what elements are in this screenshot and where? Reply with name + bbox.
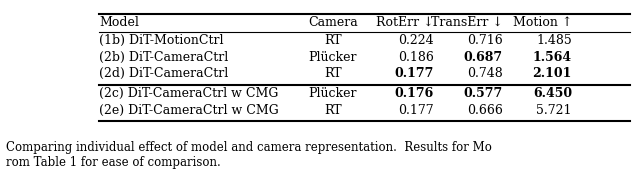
Text: (2b) DiT-CameraCtrl: (2b) DiT-CameraCtrl [99, 51, 228, 64]
Text: RT: RT [324, 104, 342, 117]
Text: Comparing individual effect of model and camera representation.  Results for Mo
: Comparing individual effect of model and… [6, 141, 492, 169]
Text: (1b) DiT-MotionCtrl: (1b) DiT-MotionCtrl [99, 34, 224, 47]
Text: 6.450: 6.450 [533, 87, 572, 100]
Text: 0.666: 0.666 [467, 104, 503, 117]
Text: 0.186: 0.186 [398, 51, 434, 64]
Text: 1.564: 1.564 [533, 51, 572, 64]
Text: 0.177: 0.177 [394, 67, 434, 80]
Text: (2c) DiT-CameraCtrl w CMG: (2c) DiT-CameraCtrl w CMG [99, 87, 278, 100]
Text: 5.721: 5.721 [536, 104, 572, 117]
Text: 0.224: 0.224 [398, 34, 434, 47]
Text: 0.577: 0.577 [463, 87, 503, 100]
Text: RT: RT [324, 34, 342, 47]
Text: Plücker: Plücker [308, 87, 357, 100]
Text: (2d) DiT-CameraCtrl: (2d) DiT-CameraCtrl [99, 67, 228, 80]
Text: 1.485: 1.485 [536, 34, 572, 47]
Text: 0.716: 0.716 [467, 34, 503, 47]
Text: RT: RT [324, 67, 342, 80]
Text: (2e) DiT-CameraCtrl w CMG: (2e) DiT-CameraCtrl w CMG [99, 104, 279, 117]
Text: 0.177: 0.177 [398, 104, 434, 117]
Text: Plücker: Plücker [308, 51, 357, 64]
Text: RotErr ↓: RotErr ↓ [376, 16, 434, 29]
Text: Camera: Camera [308, 16, 358, 29]
Text: 0.176: 0.176 [395, 87, 434, 100]
Text: 2.101: 2.101 [532, 67, 572, 80]
Text: 0.748: 0.748 [467, 67, 503, 80]
Text: 0.687: 0.687 [464, 51, 503, 64]
Text: Motion ↑: Motion ↑ [513, 16, 572, 29]
Text: TransErr ↓: TransErr ↓ [431, 16, 503, 29]
Text: Model: Model [99, 16, 139, 29]
